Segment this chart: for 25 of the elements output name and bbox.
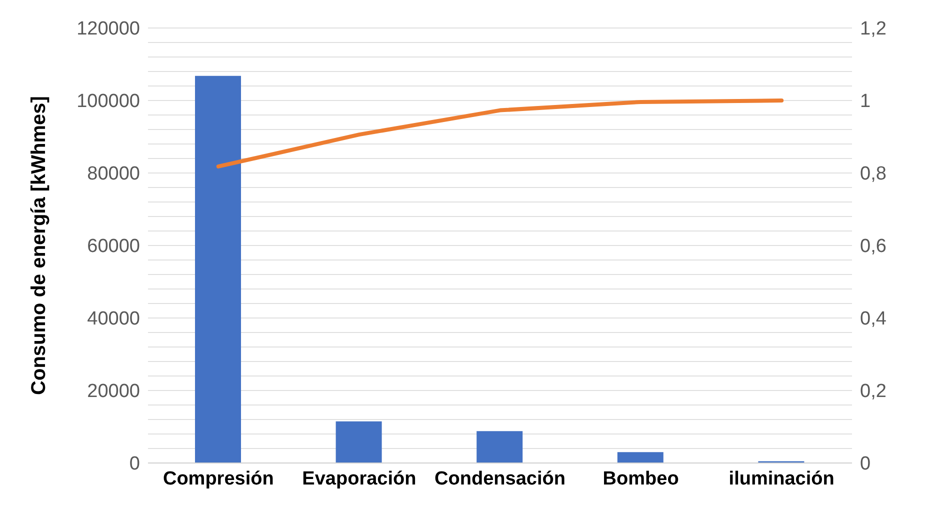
x-tick-label: Bombeo	[602, 468, 679, 490]
y-axis-title: Consumo de energía [kWhmes]	[28, 96, 50, 395]
y2-tick-label: 0,8	[860, 164, 886, 185]
line-series	[216, 98, 784, 168]
x-tick-label: Evaporación	[302, 468, 416, 490]
bar	[336, 421, 382, 463]
y-tick-label: 20000	[87, 381, 140, 402]
x-tick-label: Condensación	[434, 468, 566, 490]
bar	[195, 76, 241, 463]
y2-tick-label: 0,2	[860, 381, 886, 402]
x-tick-label: iluminación	[728, 468, 834, 490]
y2-tick-label: 1	[860, 91, 871, 112]
x-tick-label: Compresión	[162, 468, 274, 490]
y-tick-label: 0	[129, 454, 140, 475]
y-tick-label: 100000	[76, 91, 140, 112]
y-tick-label: 40000	[87, 308, 140, 330]
bar	[476, 431, 523, 463]
y2-tick-label: 0,6	[860, 236, 886, 258]
y-tick-label: 120000	[76, 18, 140, 40]
y2-tick-label: 0,4	[860, 308, 887, 330]
y-tick-label: 60000	[87, 236, 140, 258]
y2-tick-label: 1,2	[860, 18, 886, 40]
bar	[617, 452, 664, 463]
y-tick-label: 80000	[87, 164, 140, 185]
y2-tick-label: 0	[860, 454, 871, 475]
